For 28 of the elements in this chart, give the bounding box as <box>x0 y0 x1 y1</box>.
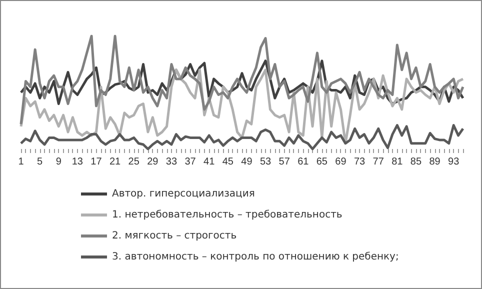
x-tick-label: 13 <box>72 156 84 168</box>
x-tick-label: 5 <box>37 156 44 168</box>
legend-label: 1. нетребовательность – требовательность <box>112 210 342 220</box>
x-tick-label: 29 <box>147 156 159 168</box>
legend-label: Автор. гиперсоциализация <box>112 188 255 200</box>
x-tick-label: 73 <box>354 156 366 168</box>
x-tick-label: 61 <box>298 156 310 168</box>
x-tick-label: 49 <box>241 156 253 168</box>
legend-label: 3. автономность – контроль по отношению к ребенку; <box>112 252 399 262</box>
x-tick-label: 65 <box>316 156 328 168</box>
x-tick-label: 37 <box>184 156 196 168</box>
legend-label: 2. мягкость – строгость <box>112 230 237 242</box>
x-tick-label: 93 <box>448 156 460 168</box>
x-tick-label: 69 <box>335 156 347 168</box>
x-tick-label: 17 <box>90 156 102 168</box>
x-tick-label: 81 <box>392 156 404 168</box>
x-tick-label: 89 <box>429 156 441 168</box>
x-tick-label: 85 <box>410 156 422 168</box>
x-tick-label: 21 <box>109 156 122 168</box>
x-tick-label: 33 <box>166 156 178 168</box>
x-tick-label: 9 <box>56 156 62 168</box>
x-tick-label: 41 <box>204 156 216 168</box>
x-tick-label: 53 <box>260 156 272 168</box>
x-tick-label: 57 <box>278 156 290 168</box>
x-tick-label: 45 <box>222 156 234 168</box>
x-tick-label: 1 <box>18 156 24 168</box>
x-tick-label: 25 <box>128 156 140 168</box>
x-tick-label: 77 <box>372 156 384 168</box>
